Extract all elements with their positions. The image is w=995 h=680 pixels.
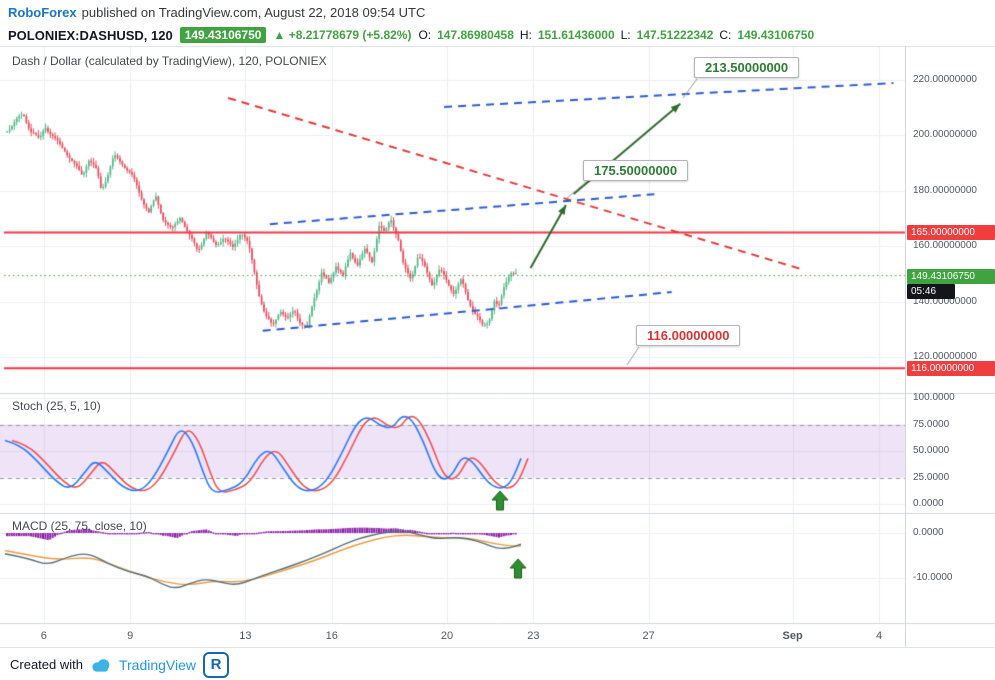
time-axis-label: 13 [239, 630, 252, 642]
time-axis-label: 20 [440, 630, 454, 642]
y-axis-label: 75.0000 [913, 418, 950, 430]
change-text: ▲ +8.21778679 (+5.82%) [273, 28, 412, 42]
chart-area[interactable]: Dash / Dollar (calculated by TradingView… [0, 46, 995, 647]
y-axis-label: 180.00000000 [913, 184, 977, 196]
low-label: L: [620, 28, 631, 42]
main-pane-legend[interactable]: Dash / Dollar (calculated by TradingView… [12, 54, 327, 68]
publish-text: published on TradingView.com, August 22,… [81, 4, 426, 20]
time-axis[interactable]: 6 9 13 16 20 23 27 Sep 4 [0, 623, 905, 647]
created-with-label: Created with [10, 657, 83, 672]
y-axis-label: 160.00000000 [913, 240, 977, 252]
y-axis-label: 50.0000 [913, 445, 950, 456]
tradingview-cloud-icon[interactable] [90, 657, 112, 673]
roboforex-logo[interactable]: R [203, 651, 230, 678]
high-label: H: [519, 28, 532, 42]
last-price-chip: 149.43106750 [179, 27, 267, 43]
last-price-axis-chip: 149.43106750 [907, 269, 995, 284]
low-value: 147.51222342 [636, 28, 714, 42]
open-value: 147.86980458 [437, 28, 514, 42]
countdown-axis-chip: 05:46 [907, 284, 955, 299]
support-axis-chip: 116.00000000 [907, 361, 995, 376]
macd-legend[interactable]: MACD (25, 75, close, 10) [12, 519, 147, 533]
ohlc-readout: O: 147.86980458 H: 151.61436000 L: 147.5122… [418, 28, 814, 42]
time-axis-label: 4 [875, 630, 883, 642]
quote-bar: POLONIEX:DASHUSD, 120 149.43106750 ▲ +8.… [0, 24, 995, 46]
time-axis-label: 23 [527, 630, 540, 642]
y-axis-label: 0.0000 [913, 527, 944, 538]
stoch-legend[interactable]: Stoch (25, 5, 10) [12, 399, 101, 413]
open-label: O: [418, 28, 432, 42]
y-axis-label: 100.0000 [913, 392, 955, 403]
roboforex-brand-link[interactable]: RoboForex [8, 4, 77, 20]
time-axis-label: Sep [782, 630, 803, 642]
close-value: 149.43106750 [737, 28, 815, 42]
publish-bar: RoboForex published on TradingView.com, … [0, 0, 995, 24]
up-arrow-icon: ▲ [273, 28, 286, 42]
y-axis-label: 200.00000000 [913, 129, 977, 141]
footer-bar: Created with TradingView R [0, 647, 995, 680]
y-axis-label: 140.00000000 [913, 295, 977, 307]
y-axis-label: 220.00000000 [913, 74, 977, 85]
price-axis[interactable]: 165.00000000 149.43106750 05:46 116.0000… [905, 47, 995, 647]
y-axis-label: 120.00000000 [913, 351, 977, 363]
y-axis-label: -10.0000 [913, 572, 953, 583]
time-axis-label: 27 [642, 630, 655, 642]
close-label: C: [719, 28, 732, 42]
resistance-axis-chip: 165.00000000 [907, 225, 995, 240]
symbol-title[interactable]: POLONIEX:DASHUSD, 120 [8, 27, 173, 43]
chart-canvas[interactable] [0, 47, 995, 647]
time-axis-label: 9 [127, 630, 134, 642]
time-axis-label: 6 [40, 630, 47, 642]
y-axis-label: 25.0000 [913, 471, 950, 483]
time-axis-label: 16 [325, 630, 338, 642]
y-axis-label: 0.0000 [913, 498, 944, 509]
high-value: 151.61436000 [537, 28, 615, 42]
tradingview-link[interactable]: TradingView [118, 656, 197, 673]
